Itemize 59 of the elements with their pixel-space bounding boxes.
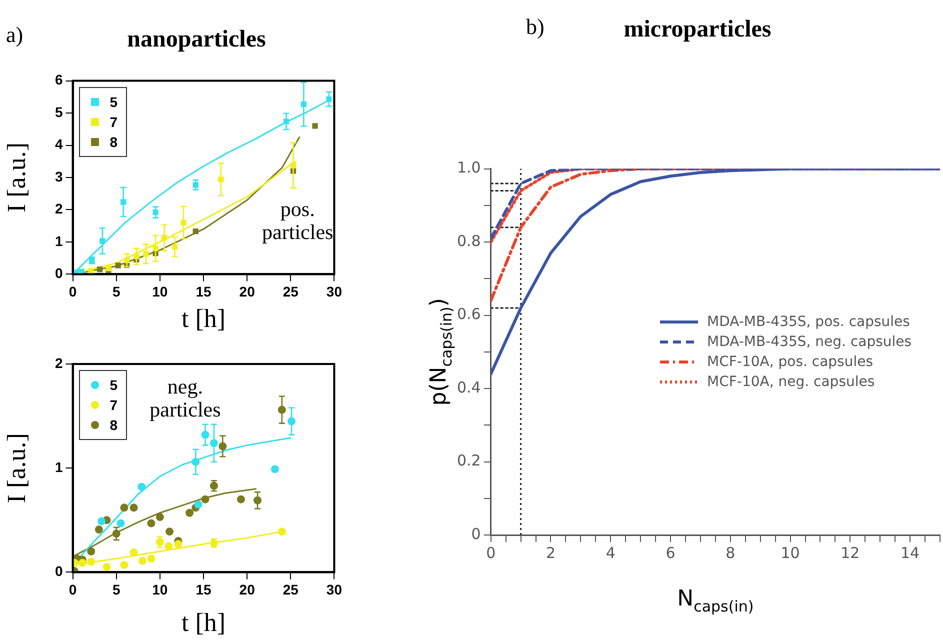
legend-label: 8 bbox=[110, 132, 118, 152]
y-tick-label: 0.6 bbox=[456, 305, 481, 324]
x-tick-label: 14 bbox=[900, 544, 920, 562]
x-tick-label: 4 bbox=[606, 544, 616, 562]
x-tick-label: 6 bbox=[666, 544, 676, 562]
y-axis-title: p(Ncaps(in)) bbox=[426, 298, 456, 406]
x-tick-label: 5 bbox=[112, 283, 120, 300]
text: a) bbox=[6, 22, 24, 47]
x-tick-label: 10 bbox=[152, 581, 168, 598]
legend-label: 5 bbox=[110, 376, 118, 395]
x-tick-label: 12 bbox=[840, 544, 860, 562]
x-tick-label: 8 bbox=[726, 544, 736, 562]
y-tick-label: 2 bbox=[54, 354, 63, 371]
x-tick-label: 0 bbox=[68, 283, 77, 300]
x-tick-label: 20 bbox=[239, 283, 256, 300]
y-axis-title: I [a.u.] bbox=[2, 142, 31, 213]
chart-title: nanoparticles bbox=[127, 26, 266, 53]
x-tick-label: 5 bbox=[112, 581, 120, 598]
x-axis-title: t [h] bbox=[181, 608, 226, 637]
legend-label: MCF-10A, pos. capsules bbox=[707, 352, 874, 372]
y-tick-label: 5 bbox=[54, 104, 63, 120]
y-tick-label: 0.4 bbox=[456, 378, 481, 396]
x-tick-label: 10 bbox=[780, 544, 800, 562]
x-tick-label: 15 bbox=[196, 283, 212, 300]
y-tick-label: 0.2 bbox=[456, 452, 481, 470]
y-tick-label: 1.0 bbox=[456, 158, 481, 177]
y-tick-label: 3 bbox=[54, 168, 63, 184]
x-tick-label: 20 bbox=[239, 581, 256, 598]
legend-label: MDA-MB-435S, neg. capsules bbox=[707, 332, 912, 352]
legend-label: 7 bbox=[110, 112, 118, 132]
y-tick-label: 0 bbox=[54, 265, 63, 282]
y-tick-label: 0 bbox=[54, 563, 63, 580]
y-tick-label: 0.8 bbox=[456, 232, 481, 250]
text: b) bbox=[526, 14, 544, 39]
x-tick-label: 15 bbox=[196, 581, 212, 598]
legend-label: 8 bbox=[110, 416, 118, 435]
x-tick-label: 10 bbox=[152, 283, 168, 300]
x-tick-label: 30 bbox=[326, 283, 342, 300]
legend-label: 7 bbox=[110, 396, 118, 415]
y-tick-label: 2 bbox=[54, 200, 63, 217]
x-tick-label: 25 bbox=[282, 581, 299, 598]
legend-label: 5 bbox=[110, 92, 118, 112]
y-tick-label: 6 bbox=[54, 72, 63, 88]
y-axis-title: I [a.u.] bbox=[2, 433, 31, 504]
annotation: pos. particles bbox=[262, 196, 334, 244]
y-tick-label: 1 bbox=[54, 232, 63, 249]
x-tick-label: 25 bbox=[282, 283, 299, 300]
x-tick-label: 30 bbox=[326, 581, 342, 598]
x-axis-title: t [h] bbox=[181, 304, 226, 333]
x-tick-label: 0 bbox=[486, 544, 496, 562]
y-tick-label: 1 bbox=[54, 458, 63, 475]
y-tick-label: 4 bbox=[54, 136, 63, 152]
x-tick-label: 0 bbox=[68, 581, 77, 598]
chart-title: microparticles bbox=[624, 16, 772, 43]
legend-label: MDA-MB-435S, pos. capsules bbox=[707, 312, 910, 332]
x-tick-label: 2 bbox=[546, 544, 556, 562]
annotation: neg. particles bbox=[150, 374, 221, 422]
legend-label: MCF-10A, neg. capsules bbox=[707, 372, 875, 392]
y-tick-label: 0 bbox=[471, 524, 481, 543]
